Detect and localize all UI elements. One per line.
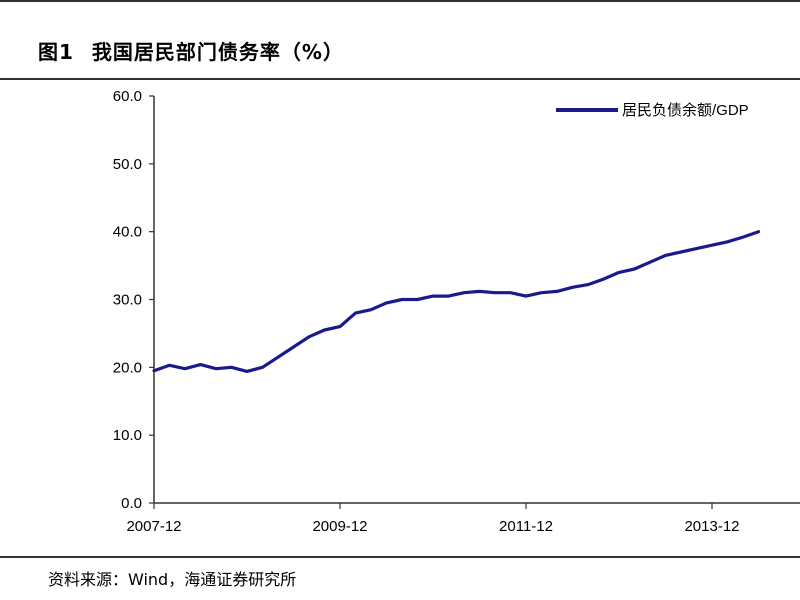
y-tick-label: 40.0 <box>113 224 142 241</box>
x-tick-label: 2013-12 <box>684 518 739 535</box>
y-tick-label: 50.0 <box>113 156 142 173</box>
tick-labels: 0.0 10.0 20.0 30.0 40.0 50.0 60.0 2007-12 2009-1… <box>113 88 740 535</box>
y-tick-label: 30.0 <box>113 292 142 309</box>
title-text: 我国居民部门债务率（%） <box>91 40 344 64</box>
series-line-居民负债余额-gdp <box>152 230 761 373</box>
y-tick-label: 60.0 <box>113 88 142 105</box>
top-rule <box>0 0 800 2</box>
x-tick-label: 2011-12 <box>499 518 553 535</box>
y-tick-label: 0.0 <box>121 495 142 512</box>
y-tick-label: 20.0 <box>113 359 142 376</box>
title-rule <box>0 78 800 80</box>
legend: 居民负债余额/GDP <box>556 101 749 119</box>
line-chart: 0.0 10.0 20.0 30.0 40.0 50.0 60.0 2007-12 2009-1… <box>113 88 800 535</box>
axes <box>149 95 800 509</box>
series-layer <box>152 230 761 373</box>
chart-title: 图1 我国居民部门债务率（%） <box>38 36 344 65</box>
x-tick-label: 2007-12 <box>126 518 181 535</box>
x-tick-label: 2009-12 <box>312 518 367 535</box>
bottom-rule <box>0 556 800 558</box>
y-tick-label: 10.0 <box>113 427 142 444</box>
legend-label: 居民负债余额/GDP <box>622 101 749 119</box>
source-note: 资料来源：Wind，海通证券研究所 <box>48 570 297 589</box>
figure-label: 图1 <box>38 40 74 64</box>
